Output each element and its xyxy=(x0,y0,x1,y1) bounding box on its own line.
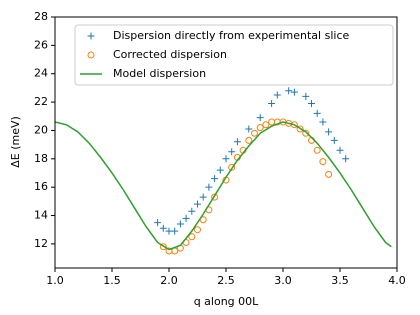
plus-marker xyxy=(222,155,230,163)
y-tick-label: 20 xyxy=(34,123,48,136)
plus-marker xyxy=(285,87,293,95)
plus-marker xyxy=(154,219,162,227)
circle-marker xyxy=(325,170,333,178)
y-tick-label: 18 xyxy=(34,152,48,165)
plus-marker xyxy=(194,200,201,208)
circle-marker xyxy=(262,121,270,129)
legend-key xyxy=(87,51,95,59)
circle-marker xyxy=(256,124,264,132)
plus-marker xyxy=(290,88,298,96)
plus-marker xyxy=(313,109,321,117)
plus-marker xyxy=(342,155,350,163)
y-axis-label: ΔE (meV) xyxy=(9,116,22,168)
plus-marker xyxy=(176,220,184,228)
x-tick-label: 4.0 xyxy=(388,274,406,287)
plus-marker xyxy=(308,100,315,108)
y-tick-label: 14 xyxy=(34,209,48,222)
y-tick-label: 28 xyxy=(34,10,48,23)
plus-marker xyxy=(159,224,167,232)
legend-box xyxy=(74,24,394,86)
plus-marker xyxy=(319,118,327,126)
y-tick-label: 16 xyxy=(34,180,48,193)
circle-marker xyxy=(211,193,219,201)
plus-marker xyxy=(325,128,333,136)
x-tick-label: 2.5 xyxy=(217,274,235,287)
circle-marker xyxy=(245,136,253,144)
circle-marker xyxy=(268,118,276,126)
y-tick-label: 12 xyxy=(34,237,48,250)
legend-label: Model dispersion xyxy=(113,67,206,80)
circle-marker xyxy=(319,158,327,166)
x-tick-label: 3.0 xyxy=(274,274,292,287)
x-tick-label: 1.5 xyxy=(103,274,121,287)
circle-marker xyxy=(188,233,196,241)
circle-marker xyxy=(159,243,167,251)
x-tick-label: 1.0 xyxy=(46,274,64,287)
plus-marker xyxy=(273,91,281,99)
plus-marker xyxy=(205,183,213,191)
plus-marker xyxy=(256,114,264,122)
plus-marker xyxy=(182,214,190,222)
plus-marker xyxy=(330,136,338,144)
circle-marker xyxy=(194,226,201,234)
plus-marker xyxy=(199,193,207,201)
x-axis-label: q along 00L xyxy=(194,295,259,308)
plot-frame xyxy=(54,16,398,269)
y-tick-label: 26 xyxy=(34,38,48,51)
plus-marker xyxy=(216,166,224,174)
plus-marker xyxy=(336,146,344,154)
plus-marker xyxy=(302,92,310,100)
circle-marker xyxy=(228,163,236,171)
plus-marker xyxy=(233,138,241,146)
legend-label: Corrected dispersion xyxy=(113,48,227,61)
circle-marker xyxy=(296,125,304,133)
plus-marker xyxy=(228,148,236,156)
plus-marker xyxy=(171,227,179,235)
y-tick-label: 22 xyxy=(34,95,48,108)
legend-key xyxy=(87,32,95,40)
plus-marker xyxy=(188,207,196,215)
x-tick-label: 3.5 xyxy=(331,274,349,287)
circle-marker xyxy=(251,129,258,137)
y-tick-label: 24 xyxy=(34,67,48,80)
plus-marker xyxy=(268,100,276,108)
x-tick-label: 2.0 xyxy=(160,274,178,287)
legend-label: Dispersion directly from experimental sl… xyxy=(113,29,349,42)
circle-marker xyxy=(313,146,321,154)
plus-marker xyxy=(211,175,219,183)
model-line xyxy=(55,121,392,251)
circle-marker xyxy=(302,129,310,137)
plus-marker xyxy=(245,125,253,133)
